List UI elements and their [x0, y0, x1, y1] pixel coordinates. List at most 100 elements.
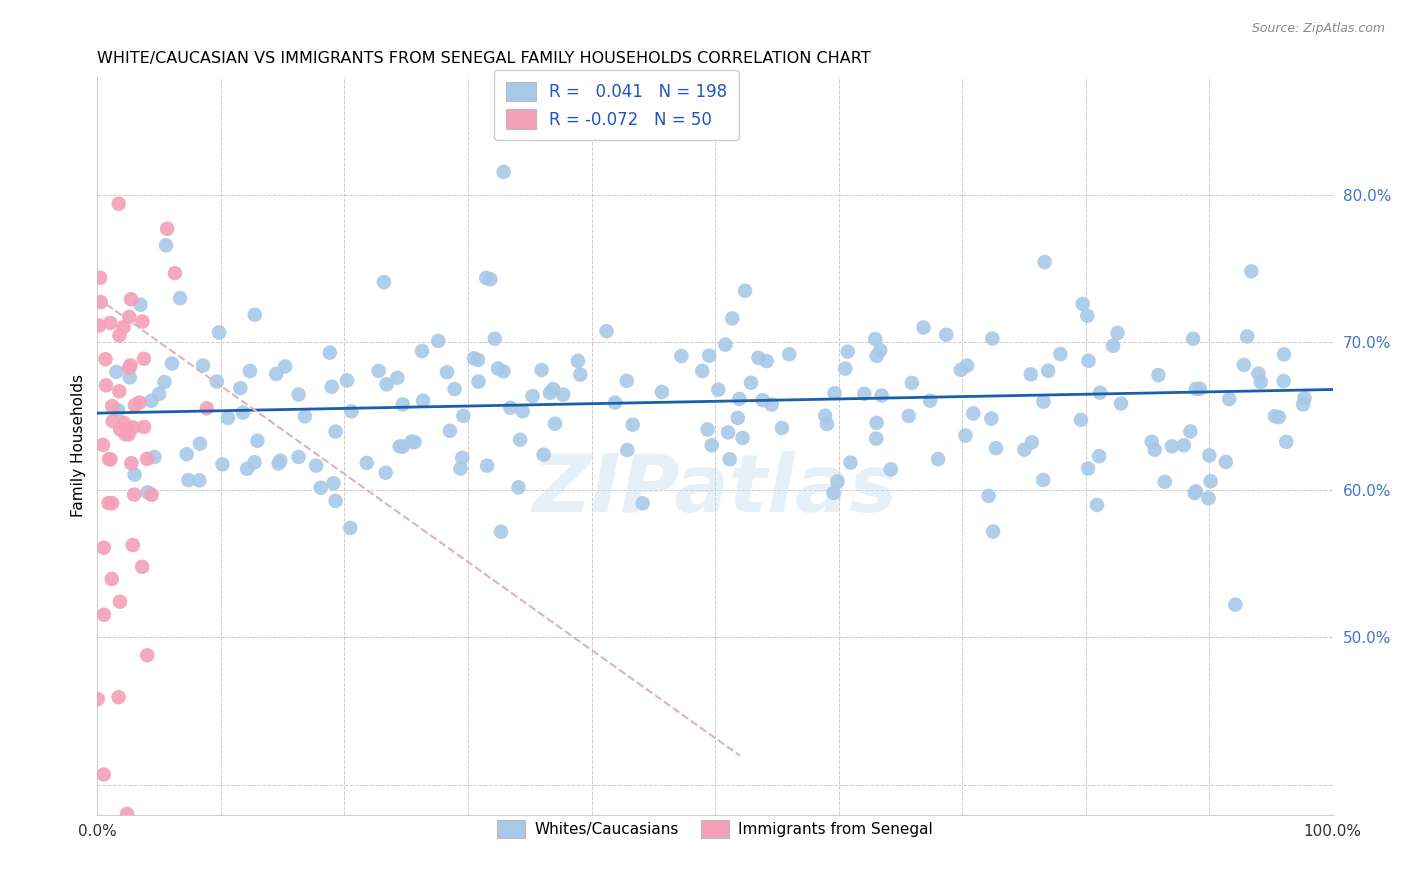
Point — [114, 427, 136, 442]
Point — [325, 425, 347, 439]
Point — [97, 496, 120, 510]
Point — [1215, 455, 1237, 469]
Point — [1036, 364, 1059, 378]
Point — [553, 387, 575, 401]
Point — [388, 439, 411, 453]
Point — [112, 416, 135, 430]
Point — [107, 690, 129, 705]
Point — [136, 648, 159, 663]
Point — [110, 423, 132, 437]
Point — [690, 364, 713, 378]
Point — [94, 378, 117, 392]
Point — [101, 414, 124, 428]
Point — [1185, 484, 1208, 499]
Point — [1225, 598, 1247, 612]
Point — [824, 386, 846, 401]
Point — [977, 489, 1000, 503]
Point — [141, 393, 163, 408]
Legend: Whites/Caucasians, Immigrants from Senegal: Whites/Caucasians, Immigrants from Seneg… — [491, 814, 939, 844]
Point — [243, 455, 266, 469]
Point — [866, 349, 889, 363]
Point — [294, 409, 316, 424]
Point — [479, 272, 502, 286]
Point — [595, 324, 617, 338]
Point — [603, 395, 626, 409]
Point — [897, 409, 920, 423]
Point — [391, 397, 413, 411]
Point — [1102, 339, 1125, 353]
Point — [143, 450, 166, 464]
Point — [163, 266, 186, 280]
Point — [118, 360, 141, 375]
Point — [191, 359, 214, 373]
Point — [1198, 448, 1220, 462]
Point — [93, 541, 115, 555]
Point — [834, 361, 856, 376]
Point — [132, 420, 155, 434]
Point — [269, 454, 291, 468]
Point — [815, 417, 838, 431]
Point — [734, 284, 756, 298]
Point — [463, 351, 485, 366]
Point — [1264, 409, 1286, 424]
Point — [322, 476, 344, 491]
Point — [120, 292, 142, 306]
Point — [717, 425, 740, 440]
Point — [177, 473, 200, 487]
Point — [340, 404, 363, 418]
Point — [865, 416, 887, 430]
Point — [93, 767, 115, 781]
Point — [778, 347, 800, 361]
Point — [621, 417, 644, 432]
Point — [1107, 326, 1129, 340]
Point — [1218, 392, 1240, 406]
Point — [356, 456, 378, 470]
Point — [870, 388, 893, 402]
Point — [1049, 347, 1071, 361]
Point — [112, 320, 135, 334]
Point — [1272, 374, 1295, 388]
Point — [243, 308, 266, 322]
Point — [136, 451, 159, 466]
Point — [718, 452, 741, 467]
Y-axis label: Family Households: Family Households — [72, 374, 86, 517]
Point — [1032, 394, 1054, 409]
Point — [1294, 391, 1316, 405]
Point — [211, 458, 233, 472]
Point — [1153, 475, 1175, 489]
Point — [86, 692, 108, 706]
Point — [981, 332, 1004, 346]
Point — [1088, 449, 1111, 463]
Point — [287, 450, 309, 464]
Point — [486, 361, 509, 376]
Point — [492, 165, 515, 179]
Point — [98, 316, 121, 330]
Point — [1077, 461, 1099, 475]
Point — [467, 375, 489, 389]
Point — [869, 343, 891, 358]
Point — [120, 359, 142, 373]
Point — [91, 438, 114, 452]
Point — [1070, 413, 1092, 427]
Point — [105, 365, 128, 379]
Text: WHITE/CAUCASIAN VS IMMIGRANTS FROM SENEGAL FAMILY HOUSEHOLDS CORRELATION CHART: WHITE/CAUCASIAN VS IMMIGRANTS FROM SENEG… — [97, 51, 870, 66]
Point — [176, 447, 198, 461]
Point — [1180, 425, 1202, 439]
Point — [1199, 474, 1222, 488]
Point — [1184, 486, 1206, 500]
Point — [827, 475, 849, 489]
Point — [160, 356, 183, 370]
Point — [696, 423, 718, 437]
Point — [1182, 332, 1205, 346]
Point — [1140, 434, 1163, 449]
Point — [1076, 309, 1098, 323]
Point — [616, 374, 638, 388]
Point — [761, 398, 783, 412]
Point — [1085, 498, 1108, 512]
Point — [880, 462, 903, 476]
Point — [124, 398, 146, 412]
Point — [1019, 368, 1042, 382]
Point — [747, 351, 769, 365]
Point — [156, 221, 179, 235]
Point — [522, 389, 544, 403]
